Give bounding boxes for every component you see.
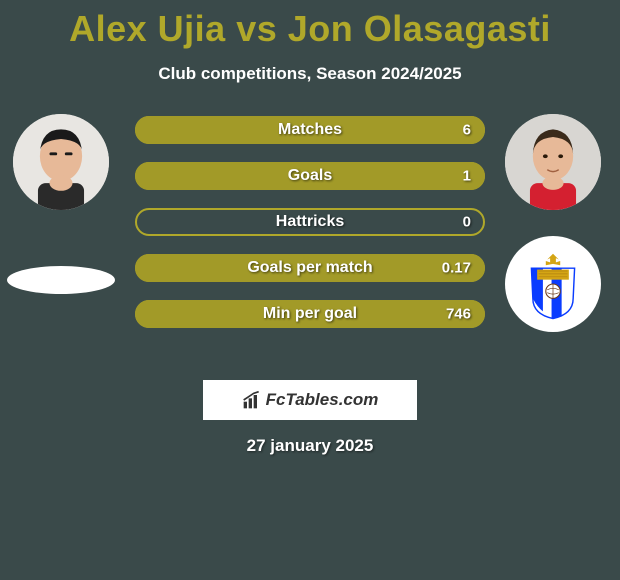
player2-column xyxy=(498,114,608,332)
brand-box[interactable]: FcTables.com xyxy=(203,380,417,420)
player2-avatar xyxy=(505,114,601,210)
stat-label: Goals per match xyxy=(247,259,372,277)
stat-value-right: 0.17 xyxy=(442,260,471,277)
stat-row: Min per goal 746 xyxy=(135,300,485,328)
vs-text: vs xyxy=(236,8,277,49)
stat-label: Matches xyxy=(278,121,342,139)
date-line: 27 january 2025 xyxy=(0,436,620,456)
stat-label: Goals xyxy=(288,167,332,185)
stat-label: Min per goal xyxy=(263,305,357,323)
stat-label: Hattricks xyxy=(276,213,344,231)
stat-row: Matches 6 xyxy=(135,116,485,144)
player1-column xyxy=(6,114,116,294)
stat-value-right: 0 xyxy=(463,214,471,231)
comparison-content: Matches 6 Goals 1 Hattricks 0 Goals per match 0… xyxy=(0,114,620,364)
stat-row: Goals 1 xyxy=(135,162,485,190)
stat-value-right: 746 xyxy=(446,306,471,323)
player2-name: Jon Olasagasti xyxy=(288,8,551,49)
player1-name: Alex Ujia xyxy=(69,8,226,49)
brand-text: FcTables.com xyxy=(266,390,379,410)
comparison-title: Alex Ujia vs Jon Olasagasti xyxy=(0,0,620,50)
chart-icon xyxy=(242,390,262,410)
player1-avatar xyxy=(13,114,109,210)
stat-row: Goals per match 0.17 xyxy=(135,254,485,282)
stat-value-right: 6 xyxy=(463,122,471,139)
player2-club-badge xyxy=(505,236,601,332)
subtitle: Club competitions, Season 2024/2025 xyxy=(0,64,620,84)
player1-club-badge xyxy=(7,266,115,294)
stat-bars: Matches 6 Goals 1 Hattricks 0 Goals per match 0… xyxy=(135,116,485,328)
stat-value-right: 1 xyxy=(463,168,471,185)
stat-row: Hattricks 0 xyxy=(135,208,485,236)
